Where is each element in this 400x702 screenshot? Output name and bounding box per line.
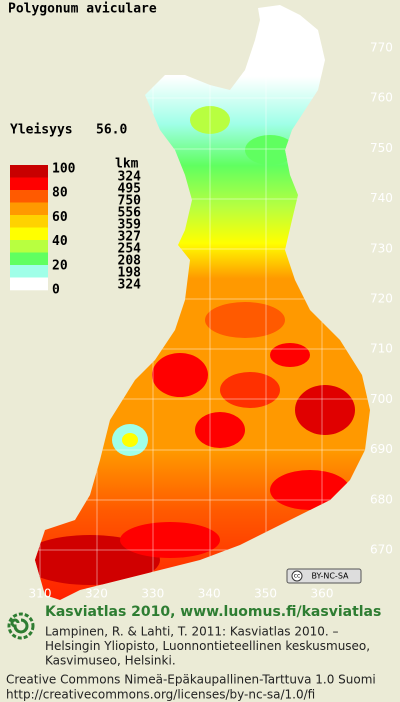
x-label: 320 [85, 587, 108, 601]
y-label: 690 [370, 442, 393, 456]
frequency-value: 56.0 [96, 123, 127, 138]
y-label: 730 [370, 241, 393, 255]
legend-swatch [10, 252, 48, 266]
x-label: 310 [29, 587, 52, 601]
map [35, 5, 370, 600]
y-label: 720 [370, 292, 393, 306]
license-url: http://creativecommons.org/licenses/by-n… [6, 688, 315, 702]
license-badge: cc BY-NC-SA [286, 568, 362, 584]
frequency-label: Yleisyys [10, 123, 73, 138]
credits-headline: Kasviatlas 2010, www.luomus.fi/kasviatla… [45, 604, 381, 620]
legend-percent: 100 [52, 162, 76, 177]
legend-swatch [10, 265, 48, 278]
legend-count: 750 [118, 194, 142, 209]
legend-count: 556 [118, 206, 142, 221]
y-label: 710 [370, 342, 393, 356]
legend-count: 208 [118, 254, 142, 269]
legend-swatch [10, 177, 48, 191]
legend-percent: 20 [52, 258, 68, 273]
legend-count: 324 [118, 278, 142, 293]
legend: 1008060402003244957505563593272542081983… [10, 162, 141, 298]
legend-count: 327 [118, 230, 141, 245]
x-label: 350 [254, 587, 277, 601]
y-label: 770 [370, 41, 393, 55]
legend-percent: 60 [52, 210, 68, 225]
legend-swatch [10, 202, 48, 216]
x-label: 330 [141, 587, 164, 601]
legend-swatch [10, 215, 48, 228]
license-text: Creative Commons Nimeä-Epäkaupallinen-Ta… [6, 673, 376, 687]
legend-count: 198 [118, 266, 142, 281]
y-label: 680 [370, 492, 393, 506]
legend-swatch [10, 277, 48, 291]
badge-text: BY-NC-SA [311, 572, 349, 581]
y-label: 740 [370, 191, 393, 205]
legend-swatch [10, 240, 48, 253]
legend-swatch [10, 190, 48, 203]
legend-percent: 80 [52, 186, 68, 201]
logo [7, 612, 35, 640]
count-header: lkm [115, 157, 139, 172]
y-label: 750 [370, 141, 393, 155]
y-label: 700 [370, 392, 393, 406]
legend-percent: 0 [52, 283, 60, 298]
legend-percent: 40 [52, 234, 68, 249]
legend-swatch [10, 227, 48, 241]
legend-swatch [10, 165, 48, 178]
axes: 770 760 750 740 730 720 710 700 690 680 670 310 320 3… [29, 41, 393, 601]
legend-count: 254 [118, 242, 142, 257]
citation-line: Lampinen, R. & Lahti, T. 2011: Kasviatla… [45, 625, 339, 639]
y-label: 760 [370, 91, 393, 105]
svg-text:cc: cc [294, 573, 301, 580]
legend-count: 359 [118, 218, 141, 233]
legend-count: 324 [118, 170, 142, 185]
citation-line: Helsingin Yliopisto, Luonnontieteellinen… [45, 639, 370, 653]
x-label: 340 [198, 587, 221, 601]
y-label: 670 [370, 543, 393, 557]
x-label: 360 [311, 587, 334, 601]
legend-count: 495 [118, 182, 141, 197]
title: Polygonum aviculare [8, 2, 157, 17]
citation-line: Kasvimuseo, Helsinki. [45, 654, 176, 668]
